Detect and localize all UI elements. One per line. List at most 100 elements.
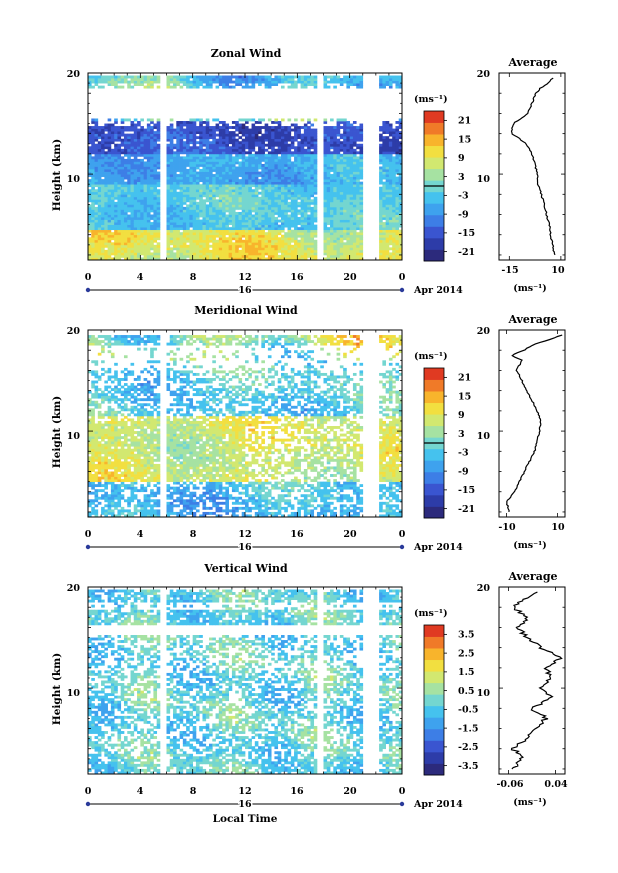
heatmap-cell — [385, 184, 390, 188]
heatmap-cell — [346, 158, 351, 162]
heatmap-cell — [398, 196, 403, 200]
heatmap-cell — [261, 174, 265, 177]
heatmap-cell — [254, 128, 259, 132]
heatmap-cell — [173, 83, 177, 86]
heatmap-cell — [264, 176, 269, 180]
heatmap-cell — [156, 194, 161, 198]
heatmap-cell — [346, 227, 351, 231]
heatmap-cell — [271, 169, 275, 172]
heatmap-cell — [261, 186, 265, 190]
heatmap-cell — [271, 209, 275, 213]
heatmap-cell — [140, 191, 144, 195]
heatmap-cell — [235, 78, 239, 81]
heatmap-cell — [205, 186, 210, 190]
heatmap-cell — [127, 138, 131, 142]
heatmap-cell — [300, 184, 305, 188]
heatmap-cell — [209, 204, 213, 208]
heatmap-cell — [251, 196, 256, 200]
heatmap-cell — [114, 174, 118, 177]
heatmap-cell — [326, 217, 331, 220]
heatmap-cell — [264, 184, 269, 188]
heatmap-cell — [398, 171, 403, 175]
heatmap-cell — [339, 186, 344, 190]
heatmap-cell — [307, 151, 311, 155]
heatmap-cell — [169, 75, 174, 79]
heatmap-cell — [150, 247, 154, 251]
heatmap-cell — [192, 75, 197, 79]
heatmap-cell — [88, 133, 92, 137]
heatmap-cell — [143, 181, 148, 185]
heatmap-cell — [205, 171, 210, 175]
heatmap-cell — [166, 75, 171, 79]
heatmap-cell — [195, 227, 200, 231]
heatmap-cell — [127, 179, 131, 183]
heatmap-cell — [271, 257, 275, 261]
heatmap-cell — [336, 148, 341, 152]
heatmap-cell — [114, 191, 118, 195]
heatmap-cell — [127, 244, 131, 248]
heatmap-cell — [267, 143, 272, 147]
heatmap-cell — [258, 201, 262, 205]
heatmap-cell — [114, 163, 118, 167]
heatmap-cell — [110, 234, 115, 238]
heatmap-cell — [133, 158, 138, 162]
heatmap-cell — [156, 244, 161, 248]
heatmap-cell — [277, 138, 282, 142]
heatmap-cell — [91, 237, 95, 241]
heatmap-cell — [287, 143, 292, 147]
heatmap-cell — [349, 252, 354, 256]
heatmap-cell — [153, 191, 158, 195]
heatmap-cell — [137, 83, 141, 86]
heatmap-cell — [218, 249, 223, 253]
heatmap-cell — [280, 85, 285, 89]
heatmap-cell — [150, 199, 154, 203]
heatmap-cell — [176, 126, 180, 129]
heatmap-cell — [343, 247, 347, 251]
heatmap-cell — [215, 239, 220, 243]
heatmap-cell — [398, 219, 403, 223]
heatmap-cell — [199, 151, 203, 155]
heatmap-cell — [209, 252, 213, 256]
heatmap-cell — [199, 179, 203, 183]
heatmap-cell — [313, 148, 318, 152]
heatmap-cell — [218, 234, 223, 238]
heatmap-cell — [94, 239, 99, 243]
heatmap-cell — [245, 126, 249, 129]
heatmap-cell — [395, 83, 400, 86]
heatmap-cell — [254, 217, 259, 220]
heatmap-cell — [192, 201, 197, 205]
heatmap-cell — [303, 138, 308, 142]
heatmap-cell — [330, 234, 334, 238]
heatmap-cell — [339, 244, 344, 248]
heatmap-cell — [231, 206, 236, 210]
heatmap-cell — [330, 179, 334, 183]
heatmap-cell — [199, 131, 203, 134]
heatmap-cell — [91, 234, 95, 238]
heatmap-cell — [153, 189, 158, 193]
heatmap-cell — [137, 153, 141, 157]
heatmap-cell — [339, 176, 344, 180]
heatmap-cell — [114, 209, 118, 213]
heatmap-cell — [114, 136, 118, 140]
heatmap-cell — [277, 131, 282, 134]
heatmap-cell — [205, 194, 210, 198]
heatmap-cell — [120, 121, 125, 124]
heatmap-cell — [166, 211, 171, 215]
heatmap-cell — [97, 141, 102, 145]
heatmap-cell — [261, 163, 265, 167]
heatmap-cell — [176, 131, 180, 134]
heatmap-cell — [385, 176, 390, 180]
heatmap-cell — [395, 211, 400, 215]
heatmap-cell — [195, 141, 200, 145]
heatmap-cell — [248, 189, 252, 193]
heatmap-cell — [153, 199, 158, 203]
heatmap-cell — [395, 151, 400, 155]
heatmap-cell — [300, 206, 305, 210]
heatmap-cell — [280, 169, 285, 172]
heatmap-cell — [251, 131, 256, 134]
heatmap-cell — [143, 184, 148, 188]
heatmap-cell — [238, 234, 243, 238]
heatmap-cell — [290, 252, 295, 256]
heatmap-cell — [179, 85, 184, 89]
heatmap-cell — [300, 158, 305, 162]
